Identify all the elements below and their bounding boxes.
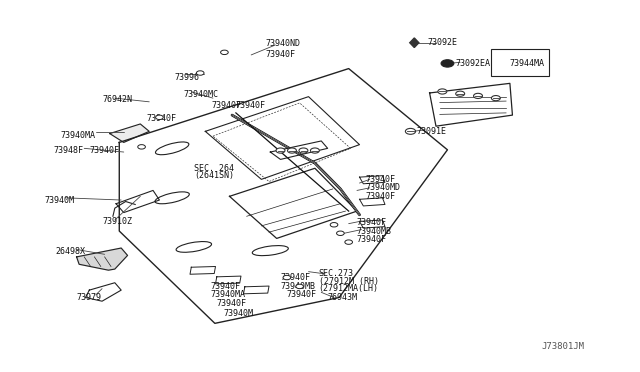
Text: 73940F: 73940F <box>147 114 177 123</box>
Text: 73940MA: 73940MA <box>211 291 245 299</box>
Text: 73940MB: 73940MB <box>357 227 392 235</box>
Text: 73092EA: 73092EA <box>455 59 490 68</box>
Text: 73944MA: 73944MA <box>510 59 545 68</box>
Circle shape <box>474 93 483 99</box>
Text: SEC.273: SEC.273 <box>319 269 354 278</box>
Text: 73996: 73996 <box>175 73 200 81</box>
Circle shape <box>345 240 353 244</box>
Text: 73940F: 73940F <box>287 291 317 299</box>
Text: 76942N: 76942N <box>102 95 132 104</box>
Circle shape <box>196 71 204 75</box>
Text: 73940F: 73940F <box>357 218 387 227</box>
Text: 73940MB: 73940MB <box>280 282 316 291</box>
Text: 73940F: 73940F <box>90 147 119 155</box>
Text: 73948F: 73948F <box>54 147 84 155</box>
Text: 73940M: 73940M <box>45 196 75 205</box>
Circle shape <box>441 60 454 67</box>
Circle shape <box>337 231 344 235</box>
Circle shape <box>492 96 500 101</box>
Text: (2641SN): (2641SN) <box>194 171 234 180</box>
Text: 73940M: 73940M <box>223 309 253 318</box>
Circle shape <box>299 148 308 153</box>
Circle shape <box>156 115 163 119</box>
Circle shape <box>330 222 338 227</box>
Text: 73940F: 73940F <box>280 273 310 282</box>
Text: 73940F: 73940F <box>217 299 247 308</box>
Text: 73940F: 73940F <box>366 175 396 184</box>
Text: 73940MA: 73940MA <box>60 131 95 140</box>
Text: 73940F: 73940F <box>212 101 242 110</box>
Text: 73940F: 73940F <box>366 192 396 201</box>
Text: 73940F: 73940F <box>357 235 387 244</box>
Text: 73940F: 73940F <box>266 51 296 60</box>
FancyBboxPatch shape <box>491 49 549 76</box>
Circle shape <box>438 89 447 94</box>
Text: 73091E: 73091E <box>417 127 447 136</box>
Text: 26498X: 26498X <box>56 247 86 256</box>
Circle shape <box>221 50 228 55</box>
Text: 73092E: 73092E <box>427 38 457 47</box>
Text: SEC. 264: SEC. 264 <box>194 164 234 173</box>
Circle shape <box>287 148 296 153</box>
Circle shape <box>283 275 291 280</box>
Text: 73940MC: 73940MC <box>183 90 218 99</box>
Text: 76943M: 76943M <box>328 293 358 302</box>
Text: J73801JM: J73801JM <box>541 342 585 351</box>
Text: (27912M (RH): (27912M (RH) <box>319 277 379 286</box>
Ellipse shape <box>155 192 189 204</box>
Ellipse shape <box>252 246 289 256</box>
Circle shape <box>276 148 285 153</box>
Polygon shape <box>77 248 127 270</box>
Text: 73940F: 73940F <box>211 282 241 291</box>
Polygon shape <box>410 38 419 48</box>
Text: 73910Z: 73910Z <box>102 217 132 225</box>
Ellipse shape <box>156 142 189 155</box>
Circle shape <box>138 145 145 149</box>
Circle shape <box>310 148 319 153</box>
Text: 73940F: 73940F <box>236 101 266 110</box>
Circle shape <box>296 284 303 289</box>
Circle shape <box>405 128 415 134</box>
Circle shape <box>456 91 465 96</box>
Text: 73940MD: 73940MD <box>366 183 401 192</box>
Text: (27912MA(LH): (27912MA(LH) <box>319 284 379 293</box>
Ellipse shape <box>176 241 212 252</box>
Text: 73940ND: 73940ND <box>266 39 301 48</box>
Polygon shape <box>109 124 149 142</box>
Text: 73979: 73979 <box>77 293 102 302</box>
